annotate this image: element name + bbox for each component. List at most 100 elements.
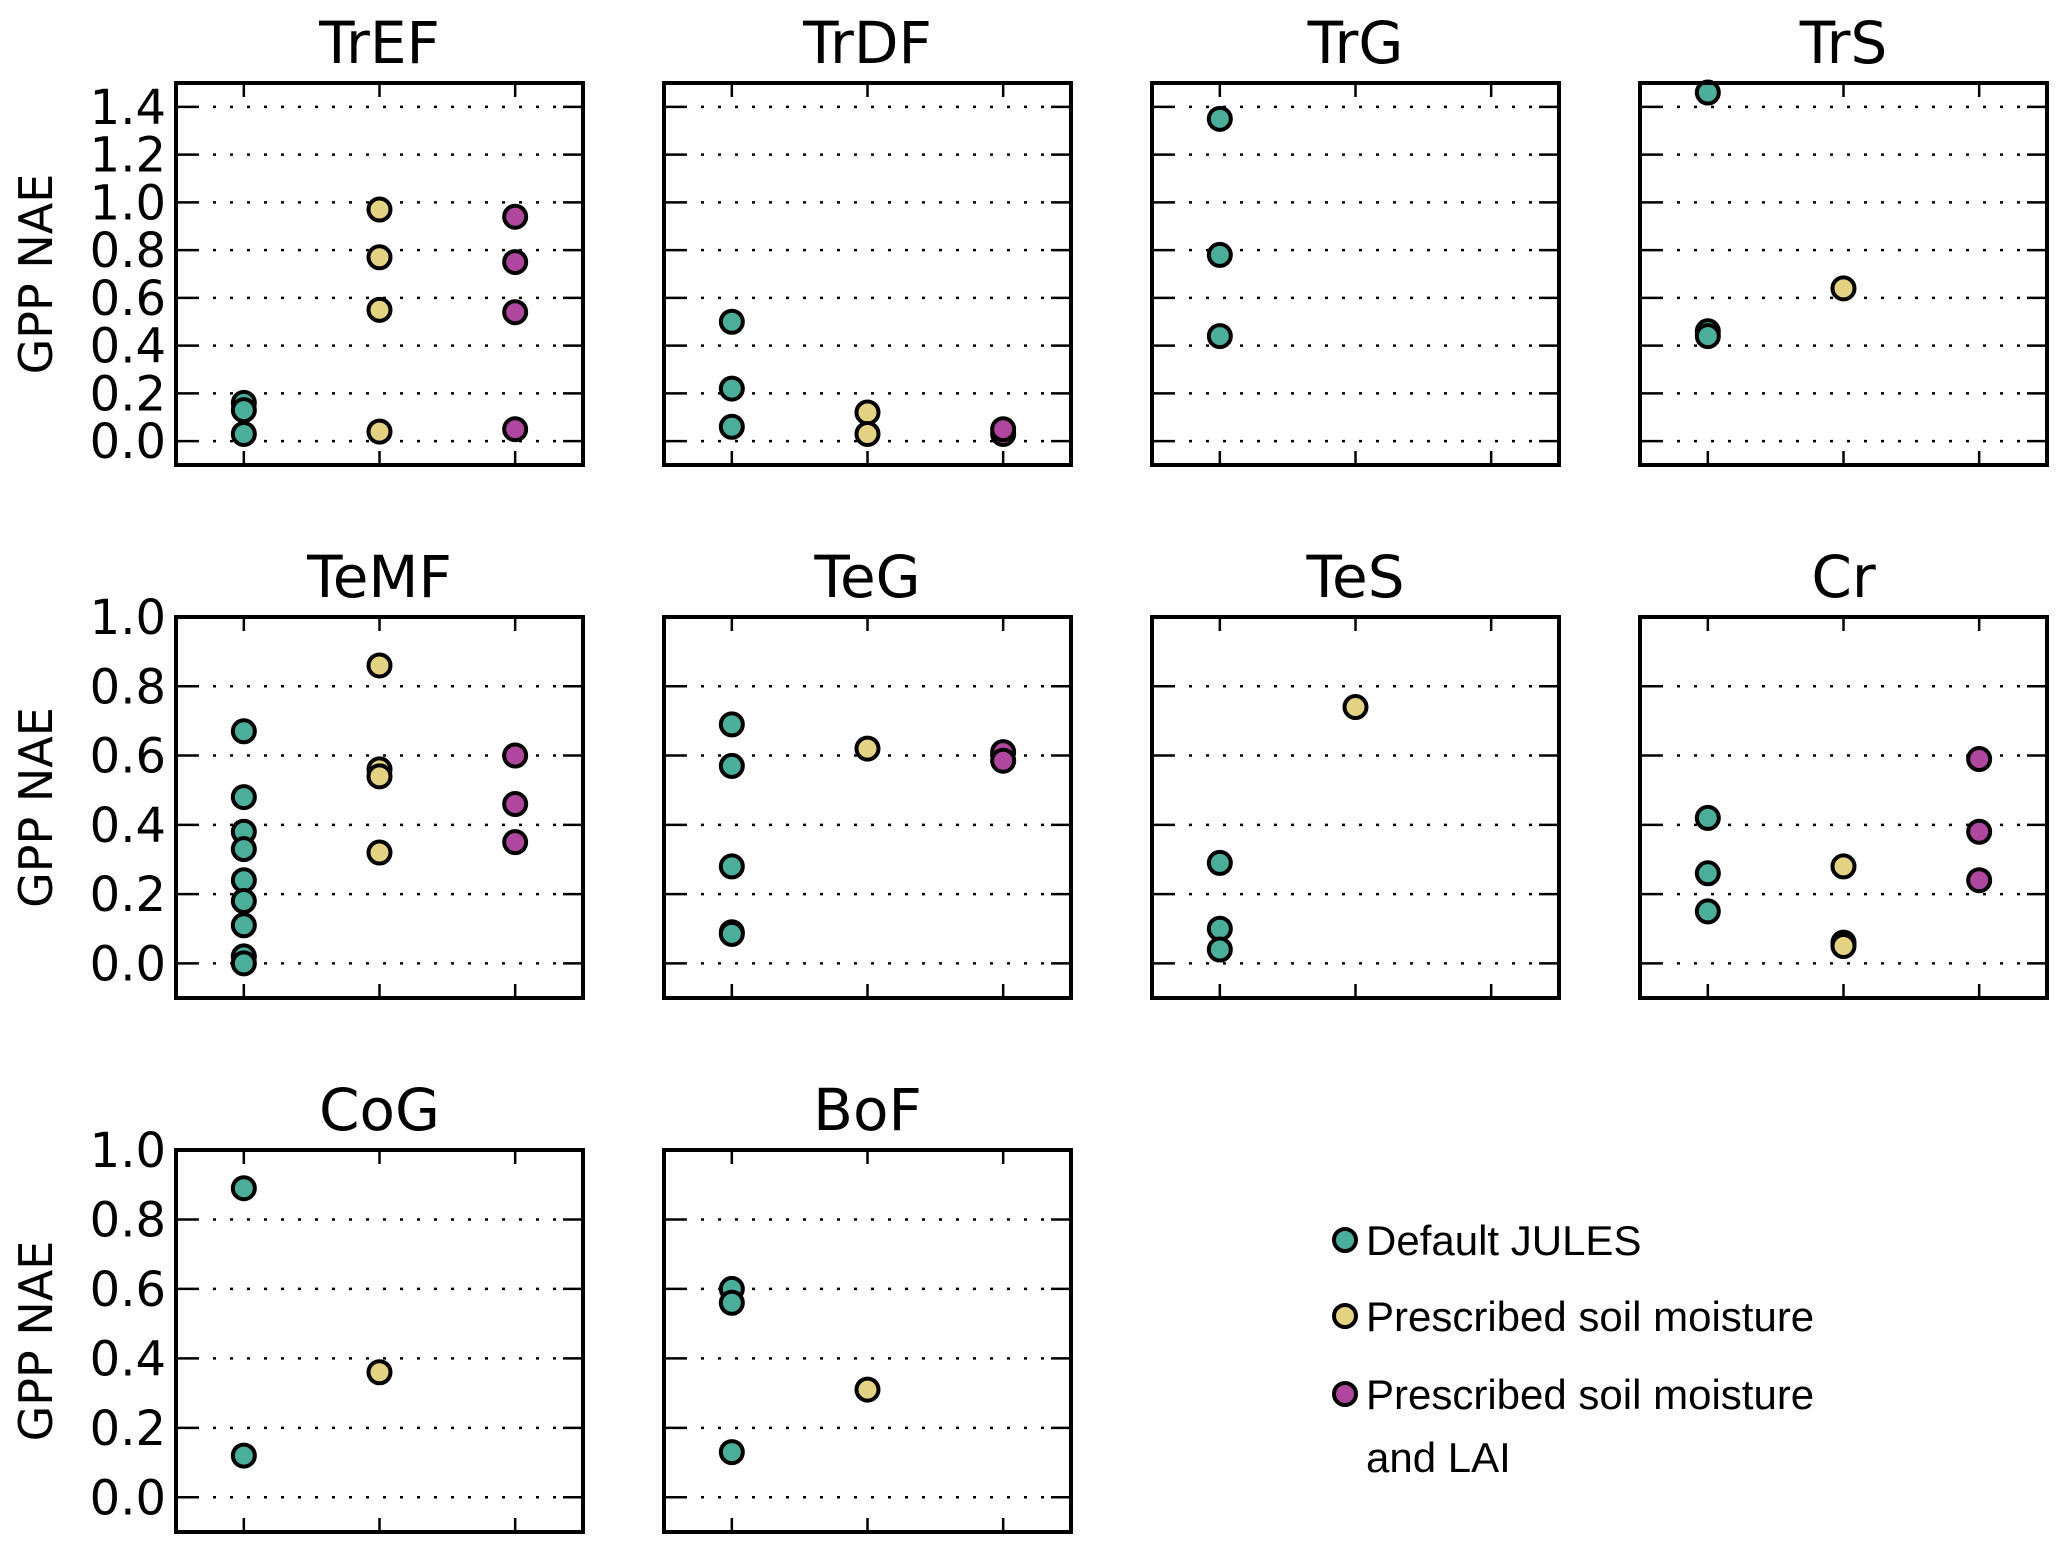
legend-marker [1332, 1381, 1358, 1407]
data-point-default-jules [718, 853, 745, 880]
data-point-prescribed-soil-moisture-and-lai [990, 747, 1017, 774]
data-point-default-jules [1694, 323, 1721, 350]
axes-frame [1638, 81, 2049, 467]
axes-frame [662, 615, 1073, 1000]
data-point-default-jules [718, 308, 745, 335]
data-point-default-jules [1206, 323, 1233, 350]
y-tick-label: 0.0 [90, 414, 166, 470]
data-point-prescribed-soil-moisture [854, 735, 881, 762]
data-point-default-jules [718, 1289, 745, 1316]
data-point-default-jules [230, 950, 257, 977]
legend-label-line2: and LAI [1366, 1434, 1511, 1481]
data-point-prescribed-soil-moisture-and-lai [1966, 818, 1993, 845]
data-point-prescribed-soil-moisture-and-lai [1966, 746, 1993, 773]
data-point-default-jules [230, 784, 257, 811]
data-point-prescribed-soil-moisture-and-lai [502, 791, 529, 818]
data-point-prescribed-soil-moisture-and-lai [1966, 867, 1993, 894]
panel-title: TeS [1305, 543, 1404, 611]
data-point-default-jules [230, 836, 257, 863]
data-point-default-jules [230, 867, 257, 894]
y-tick-label: 1.0 [90, 1123, 166, 1179]
y-tick-label: 0.2 [90, 366, 166, 422]
data-point-prescribed-soil-moisture [366, 296, 393, 323]
data-point-default-jules [230, 718, 257, 745]
data-point-prescribed-soil-moisture-and-lai [502, 416, 529, 443]
data-point-prescribed-soil-moisture-and-lai [502, 829, 529, 856]
panel-title: TrS [1799, 9, 1888, 77]
panel-cog: CoG 0.0 0.2 0.4 0.6 0.8 1.0 GPP NAE [9, 1076, 585, 1534]
panel-temf: TeMF 0.0 0.2 0.4 0.6 0.8 1.0 GPP NAE [9, 543, 585, 1000]
data-point-prescribed-soil-moisture [366, 1359, 393, 1386]
panel-cr: Cr [1638, 543, 2049, 1000]
legend-label: Prescribed soil moisture [1366, 1371, 1814, 1418]
y-tick-label: 1.4 [90, 80, 166, 136]
data-point-default-jules [230, 1175, 257, 1202]
panel-title: TrDF [802, 9, 932, 77]
data-point-default-jules [1206, 105, 1233, 132]
data-point-default-jules [1206, 241, 1233, 268]
y-axis-label: GPP NAE [9, 1241, 63, 1442]
data-point-default-jules [1206, 849, 1233, 876]
panel-trdf: TrDF [662, 9, 1073, 467]
y-tick-label: 0.2 [90, 1401, 166, 1457]
data-point-prescribed-soil-moisture-and-lai [502, 249, 529, 276]
data-point-default-jules [1206, 936, 1233, 963]
axes-frame [1638, 615, 2049, 1000]
data-point-prescribed-soil-moisture [1830, 853, 1857, 880]
panel-title: TrEF [318, 9, 440, 77]
data-point-default-jules [718, 752, 745, 779]
y-tick-label: 0.0 [90, 936, 166, 992]
data-point-default-jules [1694, 804, 1721, 831]
data-point-default-jules [718, 920, 745, 947]
y-tick-label: 1.0 [90, 590, 166, 646]
data-point-prescribed-soil-moisture [854, 399, 881, 426]
data-point-prescribed-soil-moisture [854, 1376, 881, 1403]
y-tick-label: 1.0 [90, 175, 166, 231]
panel-tref: TrEF 0.00.20.40.60.81.01.21.4 GPP NAE [9, 9, 585, 470]
y-tick-label: 0.2 [90, 867, 166, 923]
axes-frame [1150, 615, 1561, 1000]
data-point-prescribed-soil-moisture [854, 420, 881, 447]
axes-frame [662, 1148, 1073, 1534]
axes-frame [662, 81, 1073, 467]
axes-frame [174, 1148, 585, 1534]
y-tick-label: 0.6 [90, 729, 166, 785]
data-point-default-jules [718, 375, 745, 402]
data-point-prescribed-soil-moisture-and-lai [502, 742, 529, 769]
y-tick-label: 0.8 [90, 1192, 166, 1248]
data-point-prescribed-soil-moisture [366, 839, 393, 866]
data-point-prescribed-soil-moisture [366, 763, 393, 790]
legend-marker [1332, 1303, 1358, 1329]
data-point-default-jules [718, 1439, 745, 1466]
y-tick-label: 0.4 [90, 319, 166, 375]
legend-label: Default JULES [1366, 1217, 1641, 1264]
panel-title: CoG [319, 1076, 440, 1144]
data-point-default-jules [230, 397, 257, 424]
y-tick-label: 0.6 [90, 1262, 166, 1318]
data-point-default-jules [230, 420, 257, 447]
data-point-default-jules [1206, 915, 1233, 942]
panel-title: BoF [813, 1076, 922, 1144]
axes-frame [174, 615, 585, 1000]
panel-tes: TeS [1150, 543, 1561, 1000]
panel-bof: BoF [662, 1076, 1073, 1534]
panel-teg: TeG [662, 543, 1073, 1000]
data-point-prescribed-soil-moisture [366, 196, 393, 223]
legend-item-prescribed-soil-moisture: Prescribed soil moisture [1332, 1293, 1814, 1340]
data-point-default-jules [718, 413, 745, 440]
y-tick-label: 0.6 [90, 271, 166, 327]
data-point-default-jules [230, 1442, 257, 1469]
legend-label: Prescribed soil moisture [1366, 1293, 1814, 1340]
panel-trs: TrS [1638, 9, 2049, 467]
data-point-prescribed-soil-moisture [1830, 933, 1857, 960]
data-point-prescribed-soil-moisture [366, 244, 393, 271]
y-tick-label: 0.8 [90, 223, 166, 279]
y-axis-label: GPP NAE [9, 707, 63, 908]
legend-item-prescribed-soil-moisture-and-lai: Prescribed soil moisture and LAI [1332, 1371, 1814, 1481]
axes-frame [174, 81, 585, 467]
legend-marker [1332, 1227, 1358, 1253]
y-tick-label: 0.8 [90, 659, 166, 715]
